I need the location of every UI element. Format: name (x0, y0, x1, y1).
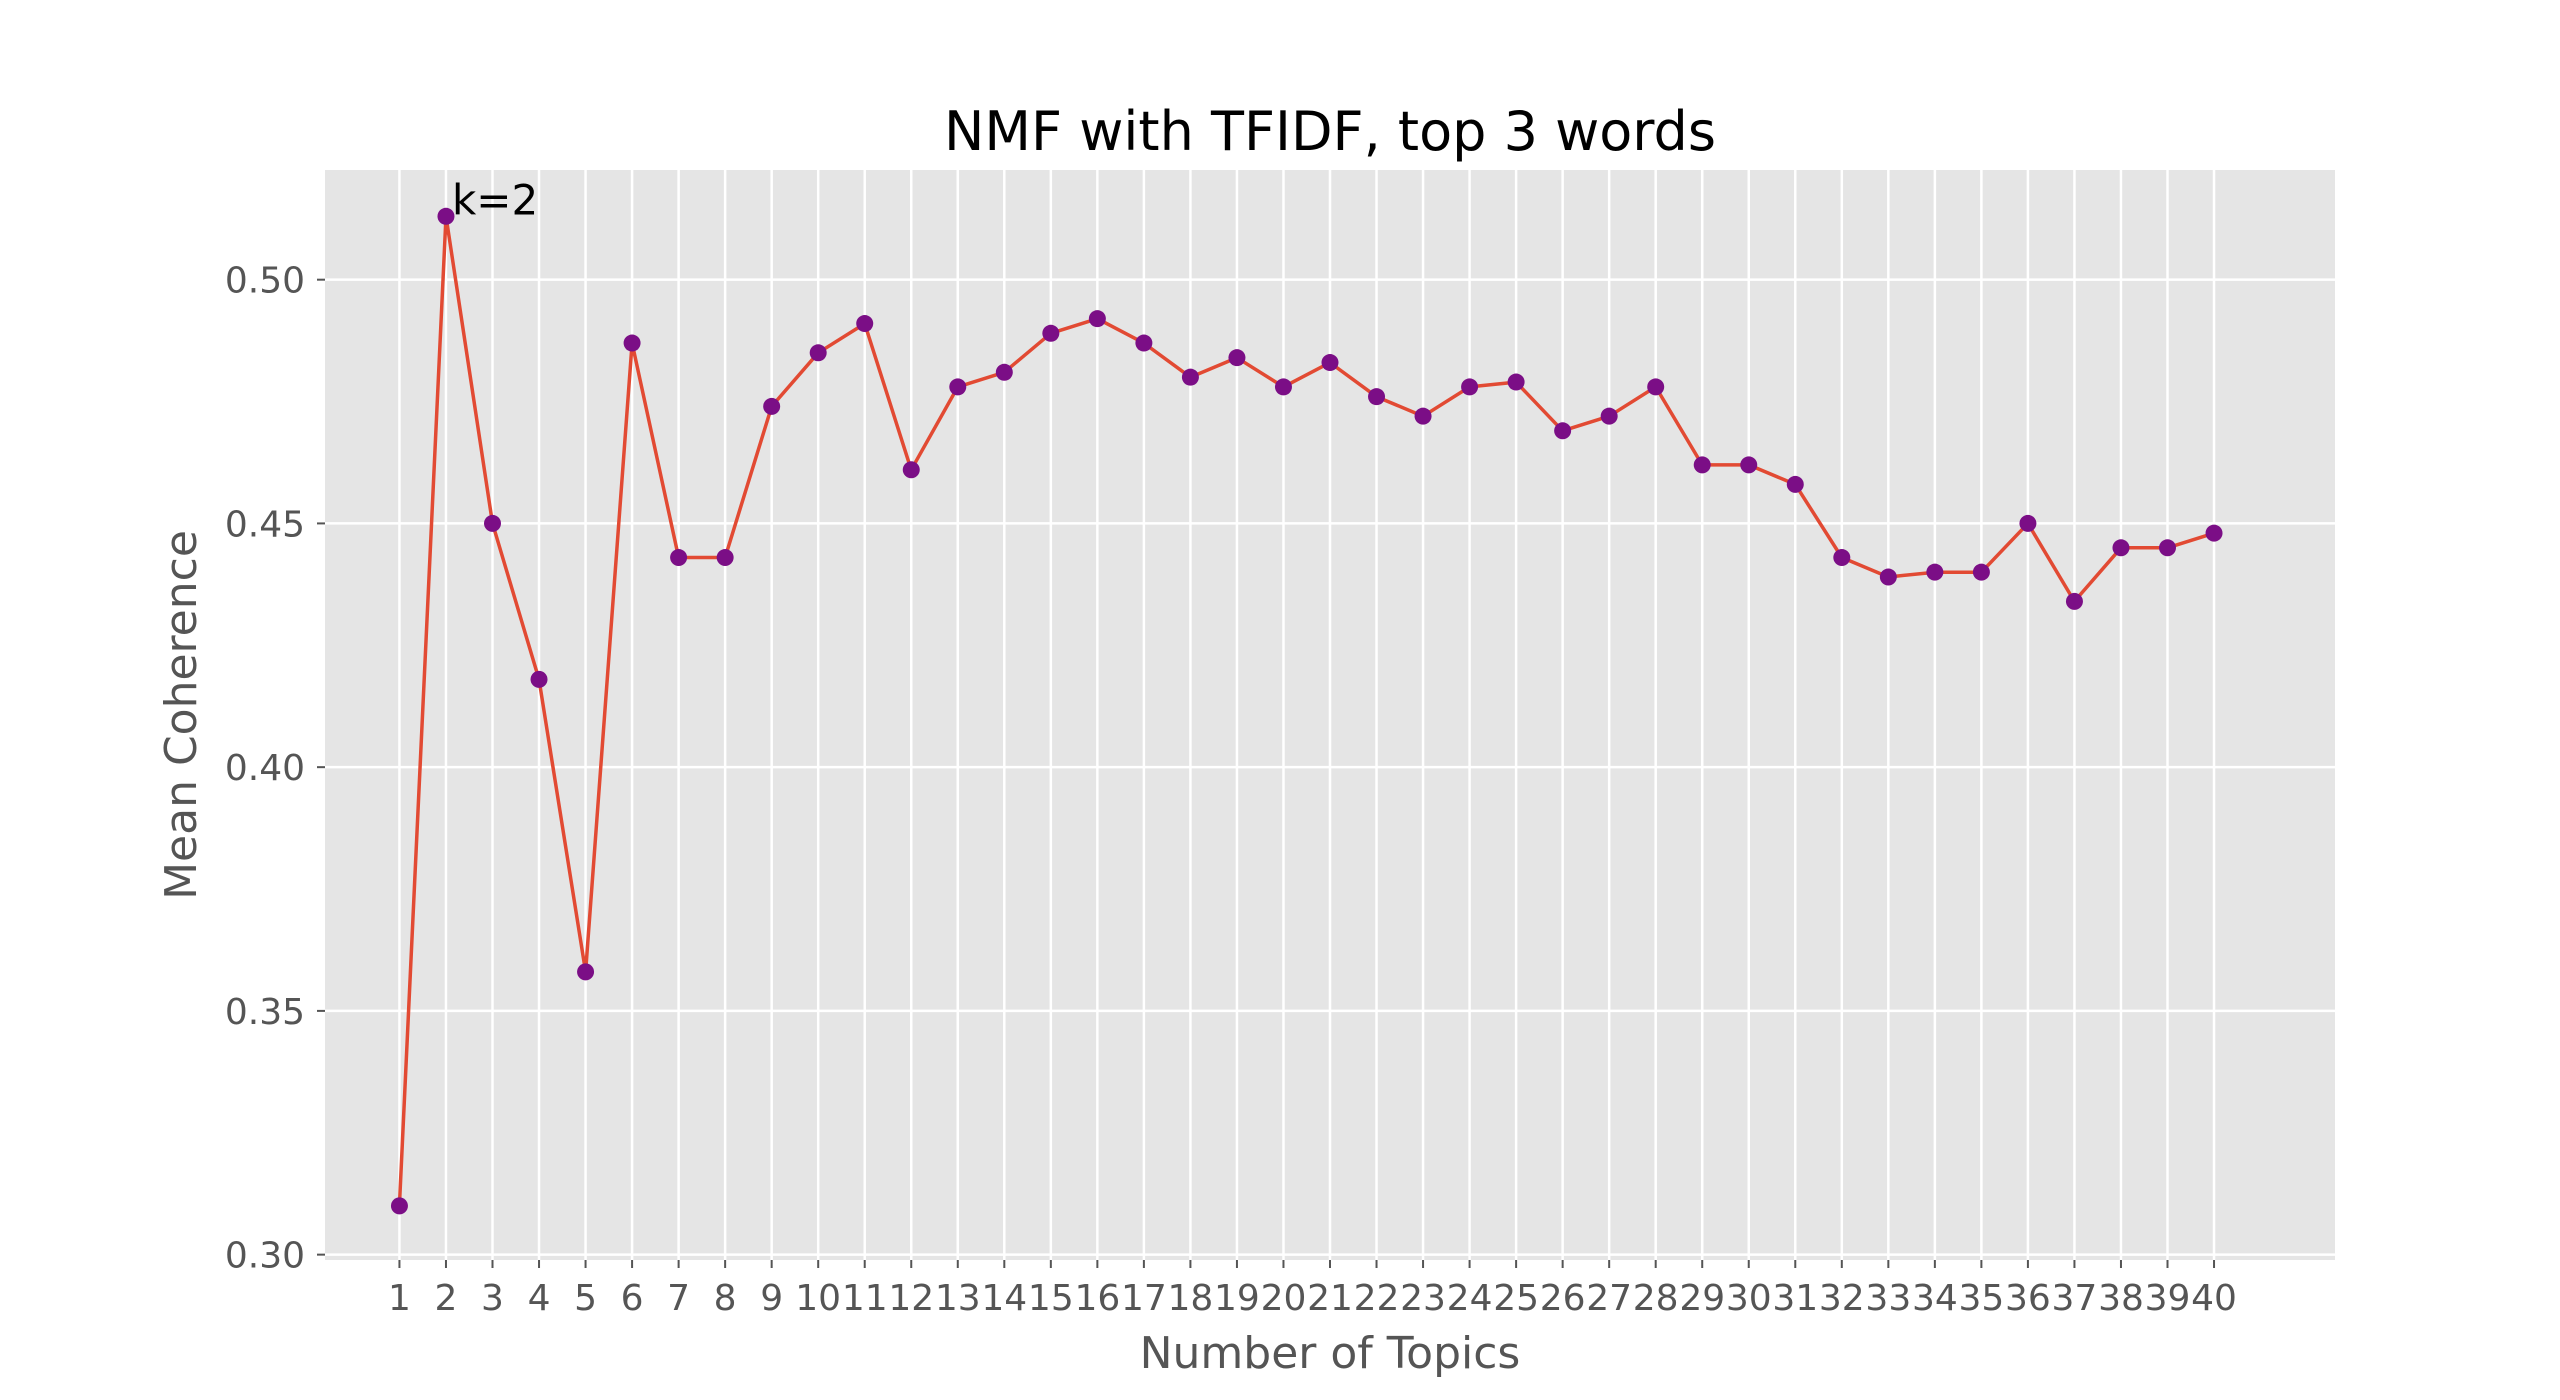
data-point (949, 378, 967, 396)
data-point (1833, 549, 1851, 567)
chart-title: NMF with TFIDF, top 3 words (944, 100, 1716, 163)
data-point (2065, 592, 2083, 610)
x-tick-label: 4 (528, 1278, 551, 1319)
data-point (1274, 378, 1292, 396)
x-tick-label: 10 (795, 1278, 841, 1319)
data-point (995, 363, 1013, 381)
x-tick-label: 24 (1447, 1278, 1493, 1319)
data-point (809, 344, 827, 362)
x-tick-label: 36 (2005, 1278, 2051, 1319)
data-point (1368, 388, 1386, 406)
x-tick-label: 16 (1074, 1278, 1120, 1319)
x-tick-label: 18 (1168, 1278, 1214, 1319)
data-point (670, 549, 688, 567)
data-point (1879, 568, 1897, 586)
data-point (1740, 456, 1758, 474)
data-point (1321, 354, 1339, 372)
y-tick-label: 0.30 (225, 1236, 305, 1277)
y-tick-label: 0.50 (225, 261, 305, 302)
data-point (1600, 407, 1618, 425)
x-tick-label: 7 (667, 1278, 690, 1319)
x-tick-label: 21 (1307, 1278, 1353, 1319)
x-tick-label: 23 (1400, 1278, 1446, 1319)
data-point (1693, 456, 1711, 474)
x-tick-label: 5 (574, 1278, 597, 1319)
y-tick-label: 0.35 (225, 992, 305, 1033)
data-point (390, 1197, 408, 1215)
data-point (2019, 514, 2037, 532)
x-tick-label: 39 (2145, 1278, 2191, 1319)
y-tick-label: 0.45 (225, 504, 305, 545)
data-point (1414, 407, 1432, 425)
x-tick-label: 9 (760, 1278, 783, 1319)
data-point (1507, 373, 1525, 391)
x-tick-label: 33 (1865, 1278, 1911, 1319)
x-tick-label: 25 (1493, 1278, 1539, 1319)
annotations: k=2 (452, 175, 538, 224)
x-tick-label: 31 (1772, 1278, 1818, 1319)
data-point (1972, 563, 1990, 581)
data-point (1135, 334, 1153, 352)
x-tick-label: 35 (1958, 1278, 2004, 1319)
x-axis-label: Number of Topics (1140, 1328, 1521, 1379)
y-tick-label: 0.40 (225, 748, 305, 789)
x-tick-label: 27 (1586, 1278, 1632, 1319)
data-point (484, 514, 501, 532)
data-point (1554, 422, 1572, 440)
x-axis-ticks: 1 2 3 4 5 6 7 8 9 10 11 12 13 14 15 16 17 18 19 20 21 22 23 24 2… (388, 1260, 2237, 1319)
x-tick-label: 40 (2191, 1278, 2237, 1319)
y-axis-ticks: 0.30 0.35 0.40 0.45 0.50 (225, 261, 325, 1277)
data-point (1461, 378, 1479, 396)
x-tick-label: 15 (1028, 1278, 1074, 1319)
data-point (530, 670, 548, 688)
x-tick-label: 19 (1214, 1278, 1260, 1319)
data-point (1786, 475, 1804, 493)
x-tick-label: 22 (1354, 1278, 1400, 1319)
x-tick-label: 37 (2052, 1278, 2098, 1319)
x-tick-label: 20 (1261, 1278, 1307, 1319)
x-tick-label: 30 (1726, 1278, 1772, 1319)
x-tick-label: 26 (1540, 1278, 1586, 1319)
data-point (1088, 310, 1106, 328)
data-point (1042, 324, 1060, 342)
data-point (1647, 378, 1665, 396)
x-tick-label: 3 (481, 1278, 504, 1319)
x-tick-label: 32 (1819, 1278, 1865, 1319)
x-tick-label: 8 (714, 1278, 737, 1319)
x-tick-label: 29 (1679, 1278, 1725, 1319)
x-tick-label: 1 (388, 1278, 411, 1319)
data-point (1181, 368, 1199, 386)
x-tick-label: 38 (2098, 1278, 2144, 1319)
data-point (856, 315, 874, 333)
data-point (763, 397, 781, 415)
data-point (2205, 524, 2223, 542)
x-tick-label: 34 (1912, 1278, 1958, 1319)
data-point (902, 461, 920, 479)
x-tick-label: 11 (842, 1278, 888, 1319)
x-tick-label: 6 (621, 1278, 644, 1319)
x-tick-label: 28 (1633, 1278, 1679, 1319)
grid-lines (325, 170, 2335, 1260)
data-point (623, 334, 641, 352)
series-line (397, 214, 2215, 1206)
data-point (2112, 539, 2130, 557)
x-tick-label: 12 (888, 1278, 934, 1319)
data-point (1228, 349, 1246, 367)
x-tick-label: 17 (1121, 1278, 1167, 1319)
data-point (716, 549, 734, 567)
data-point (577, 963, 595, 981)
y-axis-label: Mean Coherence (156, 530, 207, 900)
data-point (1926, 563, 1944, 581)
x-tick-label: 13 (935, 1278, 981, 1319)
data-point (437, 207, 455, 225)
x-tick-label: 14 (981, 1278, 1027, 1319)
x-tick-label: 2 (435, 1278, 458, 1319)
series-points (390, 207, 2223, 1215)
annotation-label: k=2 (452, 175, 538, 224)
series-lines (397, 214, 2215, 1206)
data-point (2159, 539, 2176, 557)
